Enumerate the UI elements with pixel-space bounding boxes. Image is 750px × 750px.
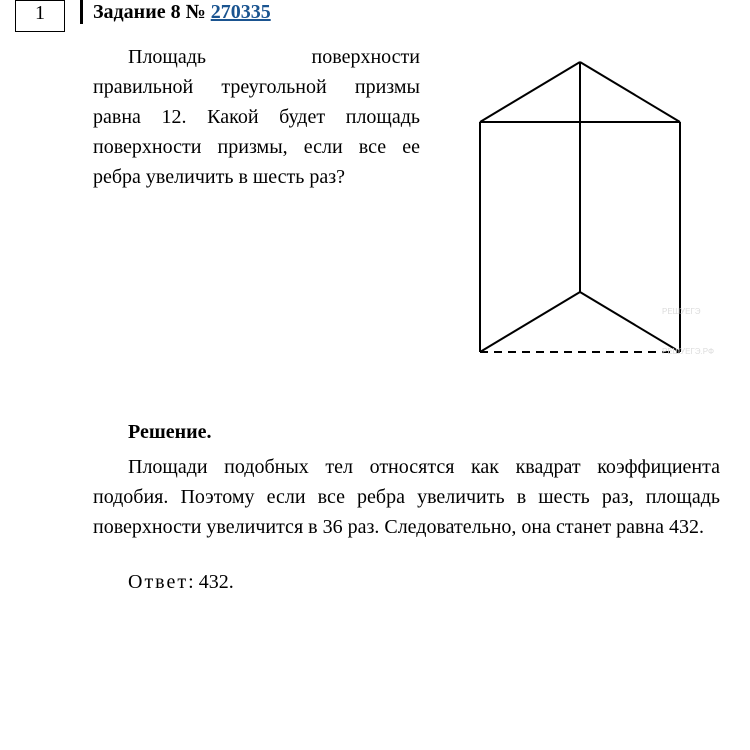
prism-svg-group: [480, 62, 680, 352]
solution-text: Площади подобных тел относятся как квадр…: [93, 452, 720, 542]
prism-figure: РЕШУЕГЭ РЕШУЕГЭ.РФ: [440, 42, 720, 382]
answer-section: Ответ: 432.: [93, 567, 720, 597]
title-prefix: Задание 8 №: [93, 1, 211, 23]
content-block: Площадь поверхности правильной треугольн…: [93, 42, 720, 597]
problem-text: Площадь поверхности правильной треугольн…: [93, 42, 420, 382]
header-row: 1 Задание 8 № 270335: [15, 0, 735, 32]
solution-section: Решение. Площади подобных тел относятся …: [93, 417, 720, 542]
task-number: 1: [35, 2, 45, 24]
task-title: Задание 8 № 270335: [80, 0, 271, 24]
watermark-2: РЕШУЕГЭ.РФ: [662, 347, 714, 356]
problem-row: Площадь поверхности правильной треугольн…: [93, 42, 720, 382]
answer-label: Ответ: [128, 571, 188, 593]
solution-title: Решение.: [93, 417, 720, 447]
task-link[interactable]: 270335: [211, 1, 271, 23]
answer-value: : 432.: [188, 571, 234, 593]
watermark-1: РЕШУЕГЭ: [662, 307, 701, 316]
task-number-box: 1: [15, 0, 65, 32]
